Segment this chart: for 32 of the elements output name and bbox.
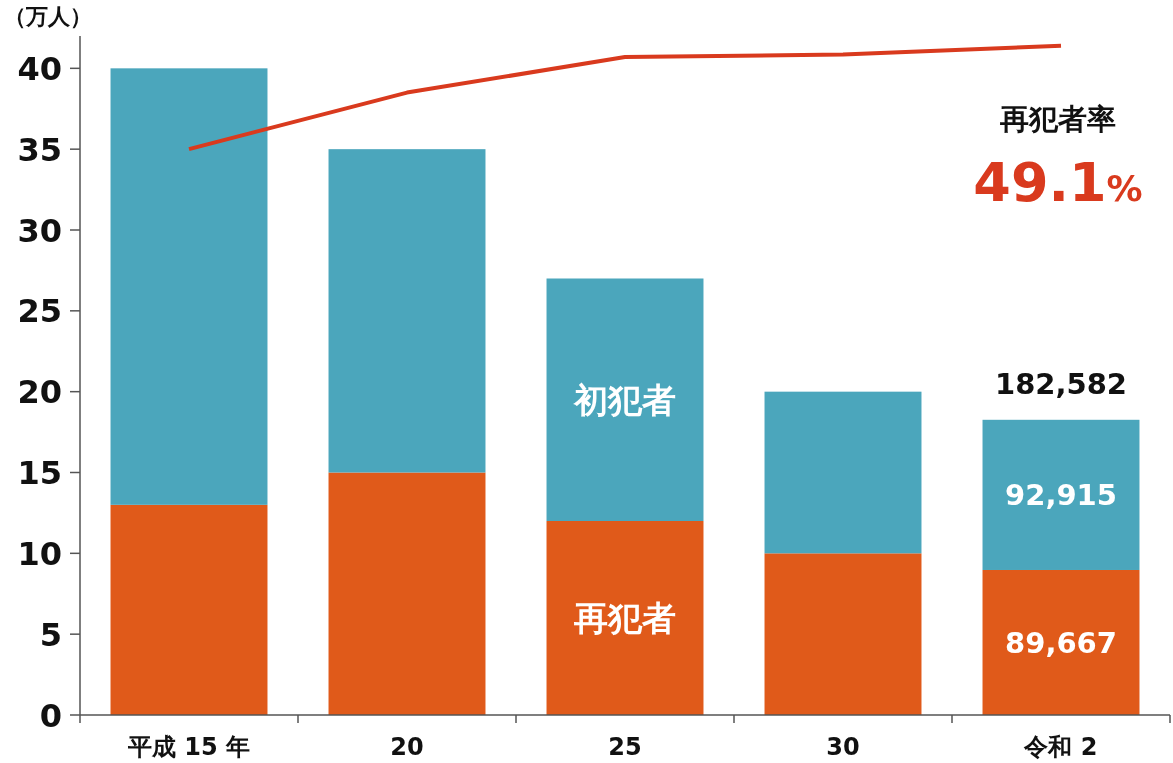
bar <box>764 391 922 554</box>
y-tick-label: 10 <box>17 534 62 573</box>
y-tick-label: 15 <box>17 454 62 493</box>
x-tick-label: 30 <box>826 733 860 761</box>
bar <box>328 472 486 715</box>
annotation: 92,915 <box>1005 478 1117 513</box>
annotation: 49.1% <box>973 150 1143 214</box>
bar <box>546 278 704 521</box>
bar <box>982 419 1140 570</box>
x-tick-label: 平成 15 年 <box>126 733 251 761</box>
x-tick-label: 20 <box>390 733 424 761</box>
bar <box>546 521 704 715</box>
y-tick-label: 30 <box>17 211 62 250</box>
bar <box>110 68 268 505</box>
annotation: 89,667 <box>1005 625 1117 660</box>
bar <box>328 149 486 473</box>
y-tick-label: 35 <box>17 130 62 169</box>
bar <box>110 504 268 715</box>
x-tick-label: 令和 2 <box>1023 733 1098 761</box>
y-tick-label: 0 <box>39 696 62 735</box>
x-tick-label: 25 <box>608 733 642 761</box>
bar <box>982 569 1140 715</box>
y-tick-label: 20 <box>17 373 62 412</box>
y-axis-title: （万人） <box>4 4 92 29</box>
series-label: 再犯者 <box>573 598 676 638</box>
y-tick-label: 5 <box>39 615 62 654</box>
y-tick-label: 25 <box>17 292 62 331</box>
y-tick-label: 40 <box>17 49 62 88</box>
series-label: 再犯者率 <box>999 101 1116 136</box>
series-label: 初犯者 <box>573 379 676 420</box>
annotation: 182,582 <box>994 367 1128 402</box>
bar <box>764 553 922 715</box>
